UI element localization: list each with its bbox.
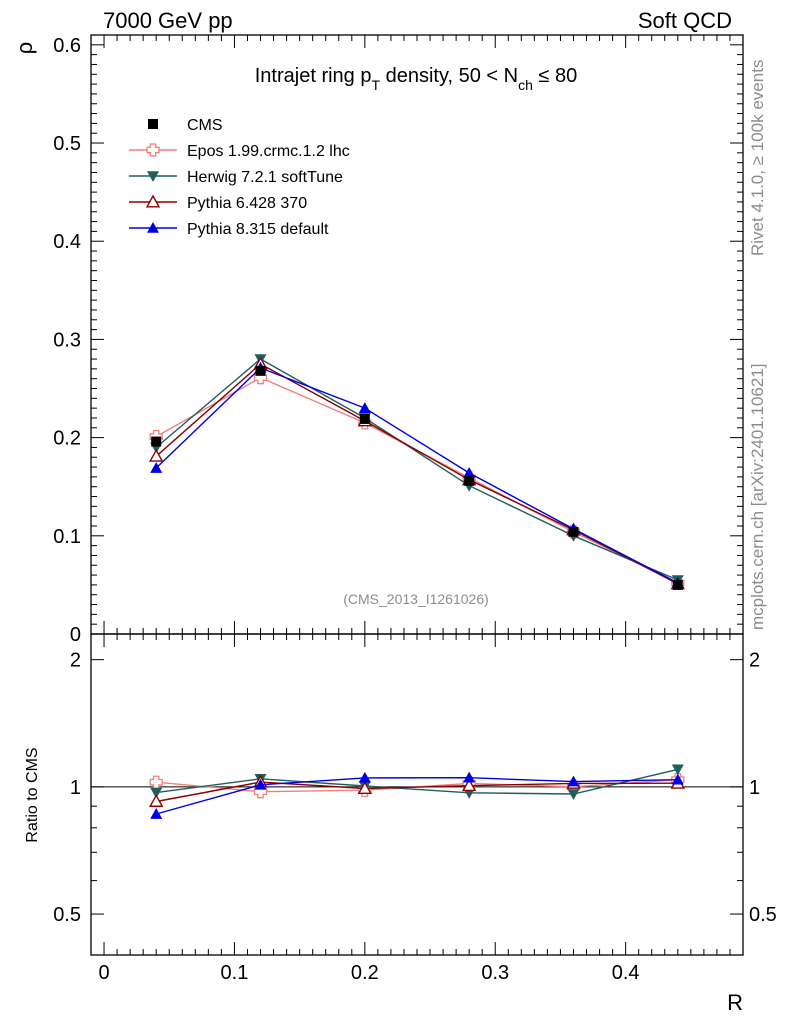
data-point-cms <box>255 365 266 376</box>
ratio-point-pythia-6-428-370 <box>149 794 164 807</box>
ratio-point-herwig-7-2-1-softtune <box>567 789 580 801</box>
ratio-point-pythia-6-428-370 <box>357 781 373 795</box>
ratio-y-ticks: 0.5 0.5 1 1 2 2 <box>53 650 777 956</box>
data-point-cms <box>464 475 475 486</box>
y-tick-label: 0.2 <box>53 428 81 450</box>
ratio-tick-label: 2 <box>70 650 81 672</box>
ratio-point-pythia-8-315-default <box>150 808 163 819</box>
x-axis-label: R <box>727 990 743 1015</box>
series-point-pythia-8-315-default <box>150 462 163 473</box>
data-point-cms <box>151 436 162 447</box>
legend: CMS Epos 1.99.crmc.1.2 lhc Herwig 7.2.1 so… <box>129 117 350 238</box>
x-tick-label: 0 <box>98 962 109 984</box>
y-tick-label: 0 <box>70 624 81 646</box>
x-tick-label: 0.2 <box>351 962 379 984</box>
ratio-point-pythia-8-315-default <box>567 775 580 787</box>
y-tick-label: 0.5 <box>53 133 81 155</box>
y-tick-label: 0.1 <box>53 526 81 548</box>
ratio-point-herwig-7-2-1-softtune <box>150 787 163 799</box>
ratio-point-pythia-8-315-default <box>671 773 684 785</box>
y-axis-label: ρ <box>12 42 37 55</box>
data-point-cms <box>359 413 370 424</box>
series-line-herwig-7-2-1-softtune <box>155 358 679 581</box>
ratio-line-herwig-7-2-1-softtune <box>156 768 678 795</box>
legend-label: Herwig 7.2.1 softTune <box>187 169 343 186</box>
series-point-pythia-8-315-default <box>463 466 476 478</box>
legend-label: Pythia 8.315 default <box>187 221 329 238</box>
series-line-pythia-8-315-default <box>155 367 679 584</box>
ratio-tick-label-right: 2 <box>749 650 760 672</box>
legend-label: Epos 1.99.crmc.1.2 lhc <box>187 143 350 160</box>
x-tick-label: 0.4 <box>612 962 640 984</box>
chart-title: Intrajet ring pT density, 50 < Nch ≤ 80 <box>255 65 577 93</box>
series-point-pythia-8-315-default <box>358 402 371 413</box>
series-line-epos-1-99-crmc-1-2-lhc <box>155 376 679 584</box>
data-point-cms <box>568 526 579 537</box>
analysis-id-label: (CMS_2013_I1261026) <box>343 591 489 607</box>
ratio-tick-label-right: 1 <box>749 777 760 799</box>
ratio-point-herwig-7-2-1-softtune <box>671 764 684 776</box>
ratio-point-pythia-8-315-default <box>254 778 267 790</box>
ratio-tick-label-right: 0.5 <box>749 904 777 926</box>
legend-marker <box>145 194 161 208</box>
ratio-point-pythia-6-428-370 <box>461 778 477 792</box>
header-right-label: Soft QCD <box>637 8 732 33</box>
main-y-ticks: 0 0.1 0.2 0.3 0.4 0.5 0.6 <box>53 35 743 646</box>
legend-marker <box>146 143 160 157</box>
ratio-frame-rect <box>90 633 744 956</box>
series-line-pythia-6-428-370 <box>155 363 679 585</box>
ratio-tick-label: 0.5 <box>53 904 81 926</box>
legend-label: Pythia 6.428 370 <box>187 195 307 212</box>
ratio-point-pythia-8-315-default <box>358 771 371 783</box>
ratio-line-pythia-8-315-default <box>156 776 678 815</box>
x-ticks: 0 0.1 0.2 0.3 0.4 <box>98 35 731 984</box>
data-point-cms <box>672 579 683 590</box>
series-point-pythia-6-428-370 <box>149 448 164 462</box>
legend-marker <box>148 119 158 129</box>
ratio-tick-label: 1 <box>70 777 81 799</box>
y-tick-label: 0.3 <box>53 329 81 351</box>
y-tick-label: 0.4 <box>53 231 81 253</box>
y-tick-label: 0.6 <box>53 35 81 57</box>
legend-marker <box>147 171 159 182</box>
legend-label: CMS <box>187 117 223 134</box>
ratio-point-pythia-8-315-default <box>463 771 476 783</box>
x-tick-label: 0.3 <box>481 962 509 984</box>
header-left-label: 7000 GeV pp <box>103 8 233 33</box>
ratio-y-axis-label: Ratio to CMS <box>24 747 41 842</box>
x-tick-label: 0.1 <box>221 962 249 984</box>
ratio-line-pythia-6-428-370 <box>156 781 678 803</box>
legend-marker <box>147 222 159 233</box>
ratio-series-group <box>149 764 685 819</box>
main-series-group <box>149 354 685 590</box>
ratio-plot-frame <box>90 633 744 956</box>
